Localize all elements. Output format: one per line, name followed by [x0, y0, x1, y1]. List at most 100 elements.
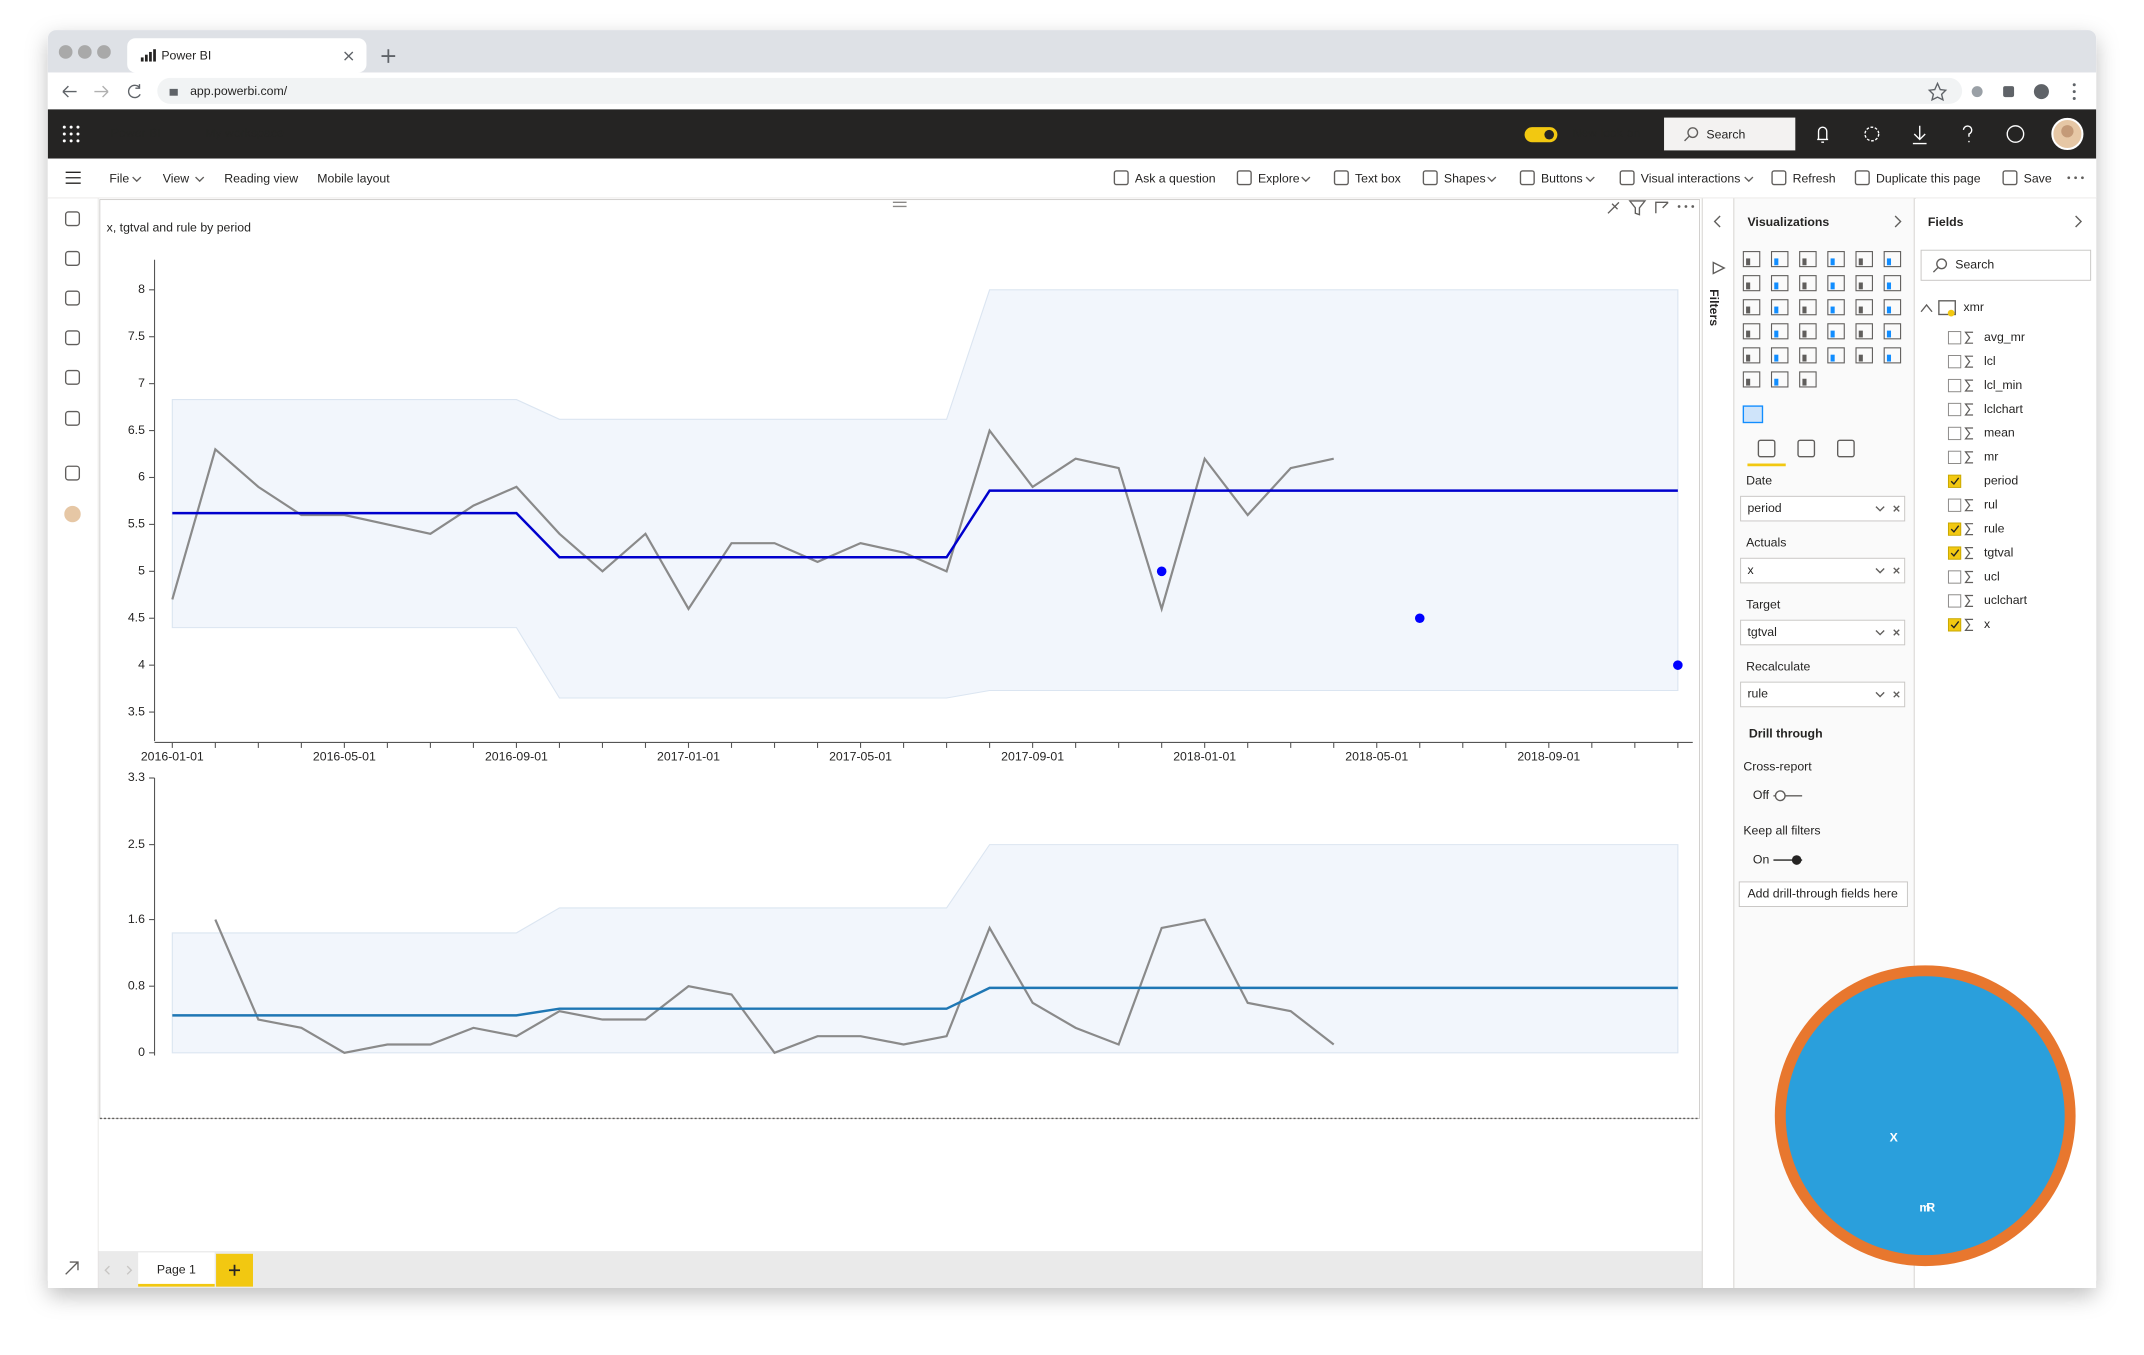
nav-icon[interactable]	[64, 465, 81, 481]
visual-type-icon[interactable]	[1770, 251, 1789, 268]
workspace-name[interactable]: My workspace	[205, 126, 284, 140]
app-launcher-dot[interactable]	[62, 132, 66, 136]
visual-more-dot[interactable]	[1691, 205, 1695, 208]
extension-icon[interactable]	[1971, 86, 1983, 98]
menu-item[interactable]: File	[109, 171, 129, 185]
field-name[interactable]: tgtval	[1984, 545, 2013, 559]
menu-item[interactable]: Mobile layout	[317, 171, 390, 185]
well-field[interactable]: tgtval	[1747, 625, 1776, 639]
omnibox[interactable]	[157, 77, 1963, 104]
viz-pane-expand[interactable]	[1894, 215, 1902, 228]
menu-item[interactable]: Reading view	[224, 171, 298, 185]
browser-tab[interactable]	[127, 38, 367, 73]
toolbar-button[interactable]: Refresh	[1793, 171, 1836, 185]
visual-type-icon[interactable]	[1742, 275, 1761, 292]
nav-icon[interactable]	[64, 369, 81, 385]
extensions-puzzle[interactable]	[2003, 86, 2015, 98]
app-launcher-dot[interactable]	[69, 139, 73, 143]
field-name[interactable]: lclchart	[1984, 402, 2024, 416]
app-name[interactable]: Power BI	[111, 126, 161, 140]
browser-menu-dot[interactable]	[2072, 96, 2076, 100]
visual-type-icon[interactable]	[1799, 299, 1817, 316]
field-name[interactable]: mean	[1984, 426, 2015, 440]
search-placeholder[interactable]: Search	[1706, 128, 1745, 142]
new-tab[interactable]	[381, 49, 396, 63]
visual-type-icon[interactable]	[1855, 275, 1873, 292]
focus-icon[interactable]	[1655, 201, 1669, 214]
page-tab[interactable]	[138, 1252, 215, 1287]
visual-type-icon[interactable]	[1770, 347, 1789, 364]
visual-type-icon[interactable]	[1742, 299, 1761, 316]
nav-icon[interactable]	[64, 410, 81, 426]
page-scroll-right[interactable]	[126, 1265, 133, 1275]
feedback-icon[interactable]	[2006, 125, 2025, 143]
toolbar-button[interactable]: Save	[2024, 171, 2052, 185]
pin-icon[interactable]	[1607, 201, 1620, 214]
menu-toggle[interactable]	[65, 171, 81, 184]
visual-type-icon[interactable]	[1827, 275, 1845, 292]
visual-more-dot[interactable]	[1684, 205, 1688, 208]
app-launcher-dot[interactable]	[69, 125, 73, 129]
expand-nav[interactable]	[65, 1261, 79, 1275]
bookmark-star[interactable]	[1927, 81, 1948, 102]
visual-type-icon[interactable]	[1799, 371, 1817, 388]
more-options-dot[interactable]	[2074, 176, 2077, 180]
field-checkbox[interactable]	[1947, 426, 1962, 441]
app-launcher-dot[interactable]	[76, 139, 80, 143]
filter-icon[interactable]	[1628, 200, 1647, 216]
visual-type-icon[interactable]	[1770, 371, 1789, 388]
field-name[interactable]: mr	[1984, 450, 1998, 464]
well-field[interactable]: period	[1747, 501, 1781, 515]
field-name[interactable]: lcl_min	[1984, 378, 2022, 392]
fields-search[interactable]	[1920, 249, 2092, 281]
window-control[interactable]	[77, 45, 92, 59]
table-collapse[interactable]	[1920, 303, 1933, 313]
toolbar-button[interactable]: Duplicate this page	[1876, 171, 1981, 185]
nav-icon[interactable]	[64, 250, 81, 266]
help-icon[interactable]	[1962, 125, 1973, 143]
reload-button[interactable]	[127, 84, 141, 99]
toolbar-button[interactable]: Buttons	[1541, 171, 1583, 185]
field-name[interactable]: rule	[1984, 521, 2005, 535]
visual-more-dot[interactable]	[1677, 205, 1681, 208]
toolbar-button[interactable]: Ask a question	[1135, 171, 1216, 185]
browser-menu-dot[interactable]	[2072, 83, 2076, 87]
toolbar-button[interactable]: Shapes	[1444, 171, 1486, 185]
app-launcher-dot[interactable]	[62, 125, 66, 129]
field-well[interactable]	[1740, 557, 1906, 584]
visual-type-icon[interactable]	[1883, 323, 1902, 340]
visual-type-icon[interactable]	[1799, 347, 1817, 364]
toolbar-button[interactable]: Explore	[1258, 171, 1300, 185]
forward-button[interactable]	[94, 85, 109, 98]
pane-tab-icon[interactable]	[1797, 439, 1816, 458]
filters-collapse[interactable]	[1713, 215, 1721, 228]
field-checkbox[interactable]	[1947, 498, 1962, 512]
drill-through-well[interactable]	[1738, 881, 1908, 908]
visual-type-icon[interactable]	[1883, 275, 1902, 292]
pane-tab-icon[interactable]	[1757, 439, 1776, 458]
field-name[interactable]: lcl	[1984, 354, 1996, 368]
fields-pane-expand[interactable]	[2075, 215, 2083, 228]
menu-item[interactable]: View	[163, 171, 190, 185]
visual-type-icon[interactable]	[1799, 251, 1817, 268]
visual-type-icon[interactable]	[1770, 299, 1789, 316]
table-name[interactable]: xmr	[1963, 300, 1984, 314]
visual-type-icon[interactable]	[1827, 251, 1845, 268]
tab-title[interactable]: Power BI	[161, 48, 211, 62]
visual-type-icon[interactable]	[1883, 347, 1902, 364]
remove-field[interactable]	[1893, 629, 1900, 636]
visual-type-icon[interactable]	[1883, 251, 1902, 268]
more-options-dot[interactable]	[2067, 176, 2071, 180]
tab-close[interactable]	[344, 51, 354, 61]
field-name[interactable]: ucl	[1984, 569, 2000, 583]
visual-type-icon[interactable]	[1827, 347, 1845, 364]
notifications-icon[interactable]	[1817, 126, 1829, 143]
nav-icon[interactable]	[64, 330, 81, 346]
visual-type-icon[interactable]	[1742, 251, 1761, 268]
pane-tab-icon[interactable]	[1837, 439, 1855, 458]
visual-type-icon[interactable]	[1770, 323, 1789, 340]
field-checkbox[interactable]	[1947, 546, 1962, 560]
page-tab-label[interactable]: Page 1	[157, 1262, 196, 1276]
nav-icon[interactable]	[64, 290, 81, 306]
toolbar-button[interactable]: Visual interactions	[1641, 171, 1741, 185]
